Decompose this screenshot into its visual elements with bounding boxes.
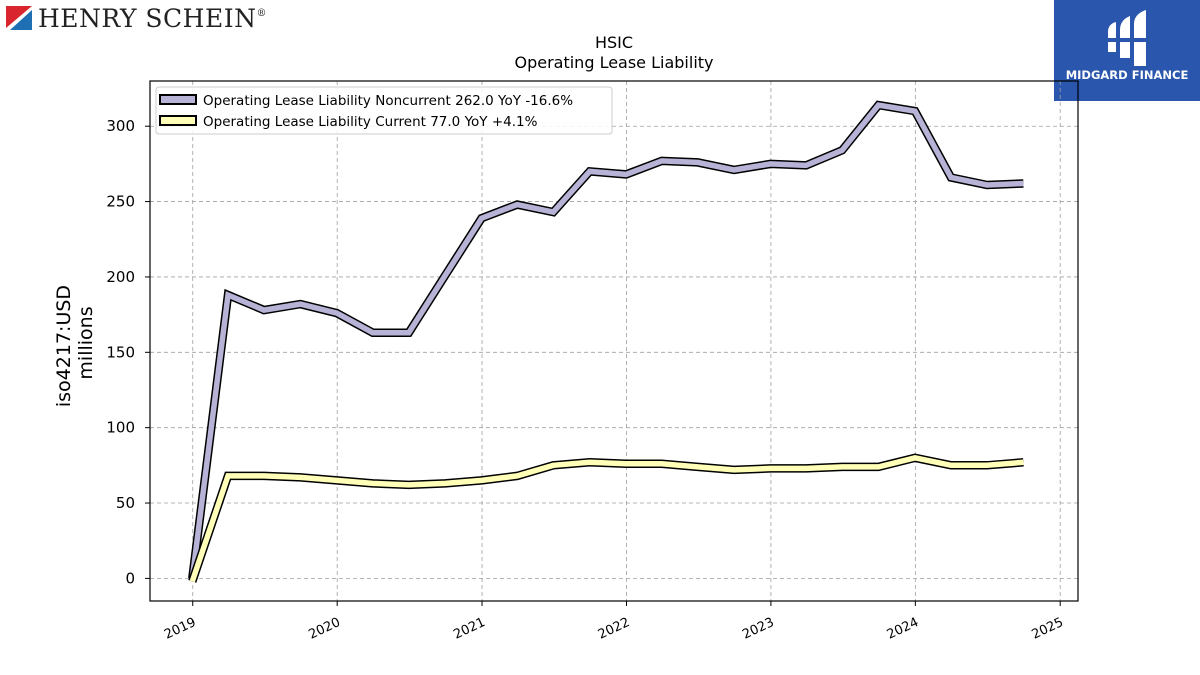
y-tick-label: 300	[106, 117, 135, 135]
x-tick-label: 2019	[162, 615, 198, 643]
series-line	[189, 454, 1024, 583]
x-tick-label: 2021	[451, 615, 487, 643]
legend-swatch	[159, 94, 197, 105]
henry-schein-logo: HENRY SCHEIN®	[4, 4, 267, 34]
y-tick-label: 0	[125, 569, 135, 587]
x-tick-label: 2022	[596, 615, 632, 643]
y-axis-label-line2: millions	[75, 306, 97, 379]
legend-box	[155, 86, 613, 135]
midgard-finance-name: MIDGARD FINANCE	[1065, 68, 1189, 82]
y-axis-label-line1: iso4217:USD	[53, 285, 75, 407]
y-tick-label: 250	[106, 193, 135, 211]
x-tick-label: 2025	[1030, 615, 1066, 643]
series-line	[189, 102, 1024, 579]
y-tick-label: 100	[106, 419, 135, 437]
series-lines	[188, 100, 1024, 583]
y-axis: 0 50 100 150 200 250 300	[106, 117, 150, 587]
chart-subtitle: Operating Lease Liability	[514, 53, 713, 72]
y-tick-label: 150	[106, 343, 135, 361]
y-axis-label: iso4217:USD millions	[53, 279, 97, 407]
midgard-emblem-icon	[1107, 10, 1147, 66]
chart-title: HSIC	[595, 33, 633, 52]
x-axis: 2019 2020 2021 2022 2023 2024 2025	[162, 601, 1066, 643]
y-tick-label: 50	[116, 494, 135, 512]
x-tick-label: 2020	[307, 615, 343, 643]
plot-frame	[149, 80, 1079, 602]
series-noncurrent	[188, 100, 1024, 579]
legend-label: Operating Lease Liability Noncurrent 262…	[203, 93, 573, 109]
series-line-outline	[188, 100, 1024, 579]
henry-schein-flag-icon	[6, 6, 32, 30]
legend-swatch	[159, 115, 197, 126]
x-tick-label: 2024	[885, 615, 921, 643]
series-current	[188, 453, 1024, 583]
legend-label: Operating Lease Liability Current 77.0 Y…	[203, 114, 538, 130]
x-tick-label: 2023	[740, 615, 776, 643]
midgard-finance-logo: MIDGARD FINANCE	[1054, 0, 1200, 101]
legend: Operating Lease Liability Noncurrent 262…	[155, 86, 613, 135]
y-tick-label: 200	[106, 268, 135, 286]
henry-schein-wordmark: HENRY SCHEIN®	[38, 4, 267, 33]
